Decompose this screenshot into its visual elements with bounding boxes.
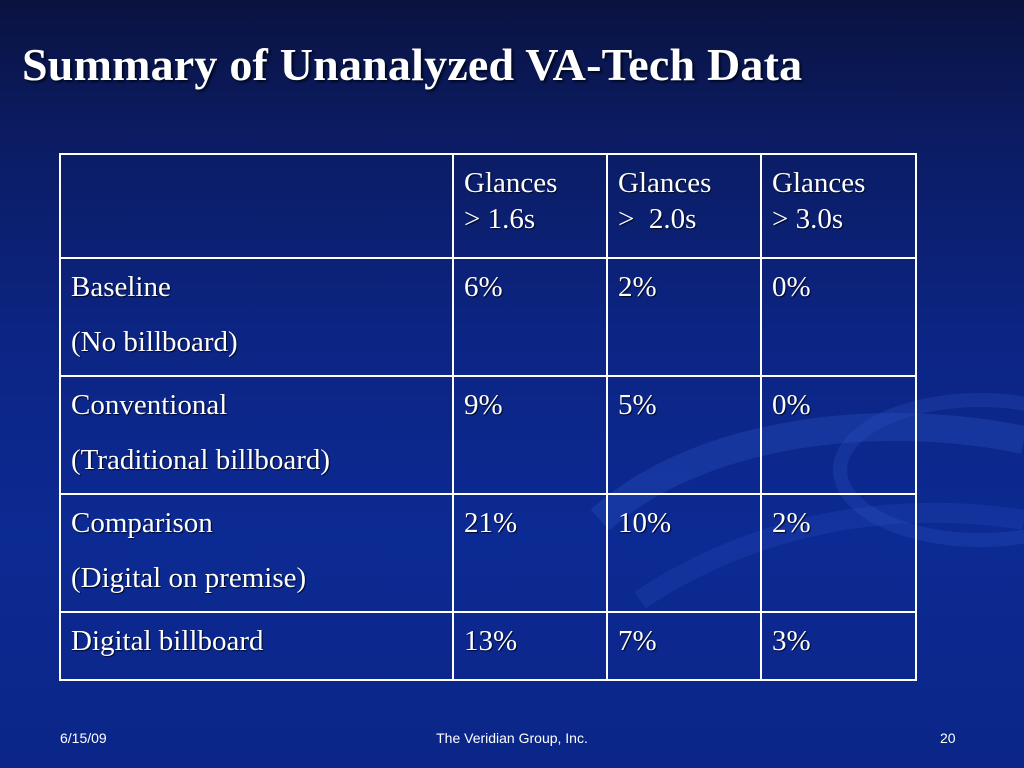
value-cell: 13%: [452, 611, 608, 681]
row-label-cell: Comparison (Digital on premise): [59, 493, 454, 613]
header-cell-glances-1-6s: Glances > 1.6s: [452, 153, 608, 259]
header-line-2: > 2.0s: [618, 203, 697, 236]
footer-date: 6/15/09: [60, 730, 107, 746]
row-sublabel: (Traditional billboard): [71, 444, 331, 477]
value-cell: 10%: [606, 493, 762, 613]
row-label-cell: Baseline (No billboard): [59, 257, 454, 377]
value-cell: 0%: [760, 375, 917, 495]
data-table: Glances > 1.6s Glances > 2.0s Glances > …: [59, 153, 917, 681]
value-cell: 6%: [452, 257, 608, 377]
row-label: Baseline: [71, 271, 171, 303]
header-cell-glances-3-0s: Glances > 3.0s: [760, 153, 917, 259]
header-line-1: Glances: [772, 167, 866, 199]
header-line-1: Glances: [618, 167, 712, 199]
header-line-2: > 1.6s: [464, 203, 536, 236]
row-label-cell: Conventional (Traditional billboard): [59, 375, 454, 495]
value-cell: 3%: [760, 611, 917, 681]
value-cell: 7%: [606, 611, 762, 681]
header-cell-empty: [59, 153, 454, 259]
slide-title: Summary of Unanalyzed VA-Tech Data: [22, 39, 803, 90]
row-sublabel: (No billboard): [71, 326, 238, 359]
header-line-1: Glances: [464, 167, 558, 199]
table-row-comparison: Comparison (Digital on premise) 21% 10% …: [59, 493, 917, 613]
value-cell: 2%: [760, 493, 917, 613]
table-row-conventional: Conventional (Traditional billboard) 9% …: [59, 375, 917, 495]
row-label: Digital billboard: [71, 625, 264, 657]
table-header-row: Glances > 1.6s Glances > 2.0s Glances > …: [59, 153, 917, 259]
value-cell: 2%: [606, 257, 762, 377]
row-label: Conventional: [71, 389, 228, 421]
header-line-2: > 3.0s: [772, 203, 844, 236]
value-cell: 21%: [452, 493, 608, 613]
table-row-baseline: Baseline (No billboard) 6% 2% 0%: [59, 257, 917, 377]
value-cell: 0%: [760, 257, 917, 377]
value-cell: 5%: [606, 375, 762, 495]
footer-company: The Veridian Group, Inc.: [436, 730, 588, 746]
table-row-digital-billboard: Digital billboard 13% 7% 3%: [59, 611, 917, 681]
footer-page-number: 20: [940, 730, 956, 746]
row-label-cell: Digital billboard: [59, 611, 454, 681]
header-cell-glances-2-0s: Glances > 2.0s: [606, 153, 762, 259]
row-sublabel: (Digital on premise): [71, 562, 307, 595]
value-cell: 9%: [452, 375, 608, 495]
row-label: Comparison: [71, 507, 213, 539]
